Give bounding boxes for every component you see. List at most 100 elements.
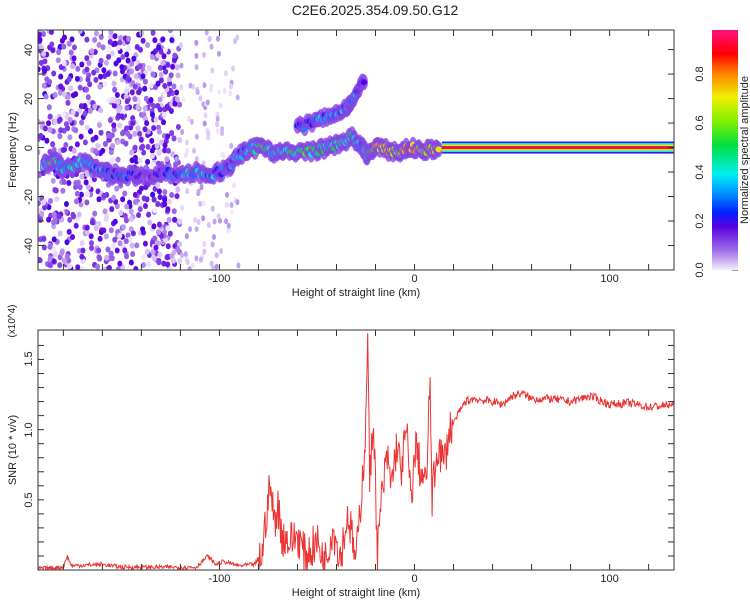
noise-blob: [61, 60, 67, 67]
noise-blob: [194, 155, 199, 162]
noise-blob: [145, 158, 151, 165]
colorbar-tick-label: 0.2: [694, 213, 706, 229]
noise-blob: [146, 211, 152, 218]
noise-blob: [160, 36, 166, 43]
noise-blob: [107, 117, 113, 124]
noise-blob: [105, 46, 111, 53]
noise-blob: [231, 65, 236, 72]
noise-blob: [79, 173, 85, 180]
noise-blob: [157, 251, 163, 258]
noise-blob: [66, 228, 72, 235]
top-y-tick-label: 0: [23, 144, 35, 151]
noise-blob: [73, 127, 79, 134]
top-y-tick-label: -40: [23, 237, 35, 254]
noise-blob: [165, 61, 171, 68]
noise-blob: [195, 89, 200, 96]
noise-blob: [103, 233, 109, 240]
noise-blob: [153, 244, 159, 251]
noise-blob: [106, 264, 112, 270]
noise-blob: [162, 196, 168, 203]
noise-blob: [83, 179, 89, 186]
noise-blob: [58, 127, 64, 134]
noise-blob: [66, 179, 72, 186]
noise-blob: [186, 115, 191, 122]
noise-blob: [111, 194, 117, 201]
noise-blob: [194, 226, 199, 233]
noise-blob: [235, 94, 240, 101]
noise-blob: [54, 196, 60, 203]
noise-blob: [202, 241, 207, 248]
noise-blob: [228, 83, 233, 90]
noise-blob: [131, 55, 137, 62]
noise-blob: [78, 201, 84, 208]
noise-blob: [116, 112, 122, 119]
noise-blob: [162, 91, 168, 98]
noise-blob: [123, 140, 129, 147]
noise-blob: [111, 102, 117, 109]
noise-blob: [117, 240, 123, 247]
noise-blob: [146, 65, 152, 72]
noise-blob: [71, 55, 77, 62]
noise-blob: [161, 119, 167, 126]
noise-blob: [106, 53, 112, 60]
noise-blob: [41, 82, 47, 89]
noise-blob: [166, 216, 172, 223]
noise-blob: [89, 219, 95, 226]
noise-blob: [161, 260, 167, 267]
noise-blob: [80, 266, 86, 270]
noise-blob: [204, 30, 209, 36]
noise-blob: [95, 142, 101, 149]
noise-blob: [101, 227, 107, 234]
noise-blob: [87, 81, 93, 88]
noise-blob: [152, 235, 158, 242]
noise-blob: [135, 104, 141, 111]
noise-blob: [102, 208, 108, 215]
noise-blob: [145, 143, 151, 150]
noise-blob: [50, 177, 56, 184]
noise-blob: [211, 265, 216, 270]
noise-blob: [187, 266, 192, 270]
noise-blob: [57, 89, 63, 96]
noise-blob: [134, 242, 140, 249]
noise-blob: [89, 48, 95, 55]
noise-blob: [164, 103, 170, 110]
noise-blob: [219, 248, 224, 255]
noise-blob: [202, 82, 207, 89]
noise-blob: [170, 151, 176, 158]
noise-blob: [57, 116, 63, 123]
noise-blob: [100, 147, 106, 154]
noise-blob: [210, 205, 215, 212]
noise-blob: [162, 147, 168, 154]
noise-blob: [96, 122, 102, 129]
noise-blob: [125, 57, 131, 64]
noise-blob: [229, 142, 234, 149]
noise-blob: [42, 125, 48, 132]
noise-blob: [47, 255, 53, 262]
noise-blob: [214, 263, 219, 270]
noise-blob: [163, 68, 169, 75]
noise-blob: [211, 234, 216, 241]
noise-blob: [115, 107, 121, 114]
noise-blob: [57, 262, 63, 269]
noise-blob: [166, 198, 172, 205]
noise-blob: [174, 193, 180, 200]
noise-blob: [142, 105, 148, 112]
noise-blob: [165, 133, 171, 140]
noise-blob: [208, 86, 213, 93]
noise-blob: [142, 202, 148, 209]
noise-blob: [147, 219, 153, 226]
noise-blob: [98, 34, 104, 41]
noise-blob: [158, 48, 164, 55]
noise-blob: [114, 185, 120, 192]
noise-blob: [64, 253, 70, 260]
noise-blob: [67, 134, 73, 141]
noise-blob: [93, 76, 99, 83]
noise-blob: [52, 251, 58, 258]
noise-blob: [137, 157, 143, 164]
noise-blob: [118, 210, 124, 217]
noise-blob: [146, 261, 152, 268]
noise-blob: [126, 45, 132, 52]
noise-blob: [171, 83, 177, 90]
noise-blob: [74, 75, 80, 82]
noise-blob: [86, 59, 92, 66]
